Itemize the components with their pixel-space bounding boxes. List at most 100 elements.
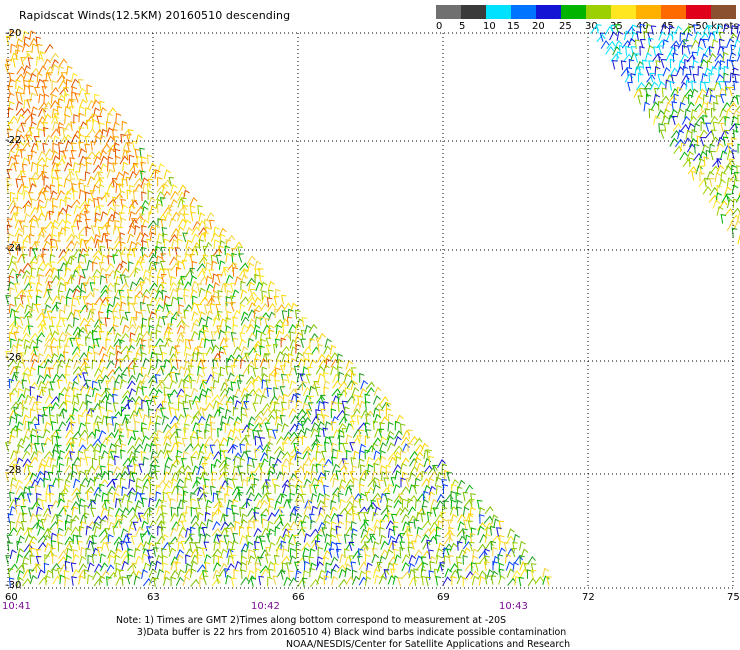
wind-barb [83,358,89,368]
wind-barb [29,554,35,565]
wind-barb [212,371,219,382]
wind-barb [50,267,59,277]
wind-barb [696,46,704,56]
wind-barb [678,60,685,70]
wind-barb [38,324,47,334]
wind-barb [205,283,214,293]
wind-barb [254,567,262,578]
wind-barb [350,520,357,531]
wind-barb [280,570,286,580]
wind-barb [700,121,706,131]
wind-barb [630,51,638,62]
wind-barb [288,399,294,410]
wind-barb [421,575,428,586]
wind-barb [350,372,357,383]
wind-barb [128,170,137,181]
wind-barb [262,407,272,417]
wind-barb [154,436,160,446]
wind-barb [63,344,70,355]
wind-barb [143,507,152,517]
wind-barb [230,295,236,306]
wind-barb [26,99,33,109]
wind-barb [78,87,87,97]
wind-barb [56,177,63,187]
wind-barb [37,526,45,536]
wind-barb [113,269,121,280]
wind-barb [259,394,267,405]
wind-barb [323,386,329,397]
wind-barb [156,276,163,286]
wind-barb [505,535,515,545]
wind-barb [280,555,290,564]
wind-barb [267,505,274,516]
wind-barb [385,464,392,475]
wind-barb [247,519,254,530]
wind-barb [204,290,212,300]
wind-barb [356,435,363,445]
credit-line: NOAA/NESDIS/Center for Satellite Applica… [286,639,571,650]
wind-barb [627,37,636,48]
wind-barb [716,24,723,35]
wind-barb [226,548,234,559]
wind-barb [148,519,157,530]
wind-barb [317,471,326,482]
wind-barb [278,506,285,517]
wind-barb [442,483,449,494]
wind-barb [233,241,243,251]
wind-barb [147,542,156,552]
wind-barb [308,359,317,369]
scale-label: 40 [636,21,649,32]
wind-barb [224,301,231,312]
wind-barb [29,37,38,47]
wind-barb [82,296,89,306]
wind-barb [218,245,224,256]
wind-barb [281,310,288,320]
wind-barb [203,232,209,242]
wind-barb [43,288,52,299]
wind-barb [282,436,292,446]
wind-barb [75,267,82,277]
wind-barb [50,316,57,326]
wind-barb [254,555,263,565]
wind-barb [379,534,387,545]
wind-barb [400,423,406,434]
wind-barb [669,81,675,91]
wind-barb [78,189,86,200]
wind-barb [84,470,91,480]
wind-barb [141,569,148,579]
wind-barb [353,450,360,461]
wind-barb [674,44,680,55]
wind-barb [78,470,85,481]
wind-barb [160,253,167,263]
wind-barb [401,554,410,564]
wind-barb [117,226,123,237]
wind-barb [78,414,84,425]
wind-barb [182,204,189,215]
wind-barb [373,462,380,473]
wind-barb [730,44,737,55]
wind-barb [83,569,90,579]
wind-barb [16,114,25,124]
wind-barb [280,337,287,348]
wind-barb [176,332,185,342]
wind-barb [21,399,28,410]
wind-barb [52,554,58,564]
wind-barb [184,352,192,363]
wind-barb [386,430,395,440]
wind-barb [93,197,99,208]
wind-barb [709,115,719,125]
wind-barb [196,429,202,440]
wind-barb [696,135,703,146]
wind-barb [276,535,285,545]
wind-barb [84,211,90,221]
wind-barb [612,46,621,56]
wind-barb [196,374,204,384]
wind-barb [72,190,79,200]
wind-barb [240,576,250,586]
wind-barb [259,499,268,509]
wind-barb [442,518,448,529]
wind-barb [108,246,114,257]
wind-barb [85,156,91,167]
wind-barb [66,400,72,410]
wind-barb [546,576,552,586]
